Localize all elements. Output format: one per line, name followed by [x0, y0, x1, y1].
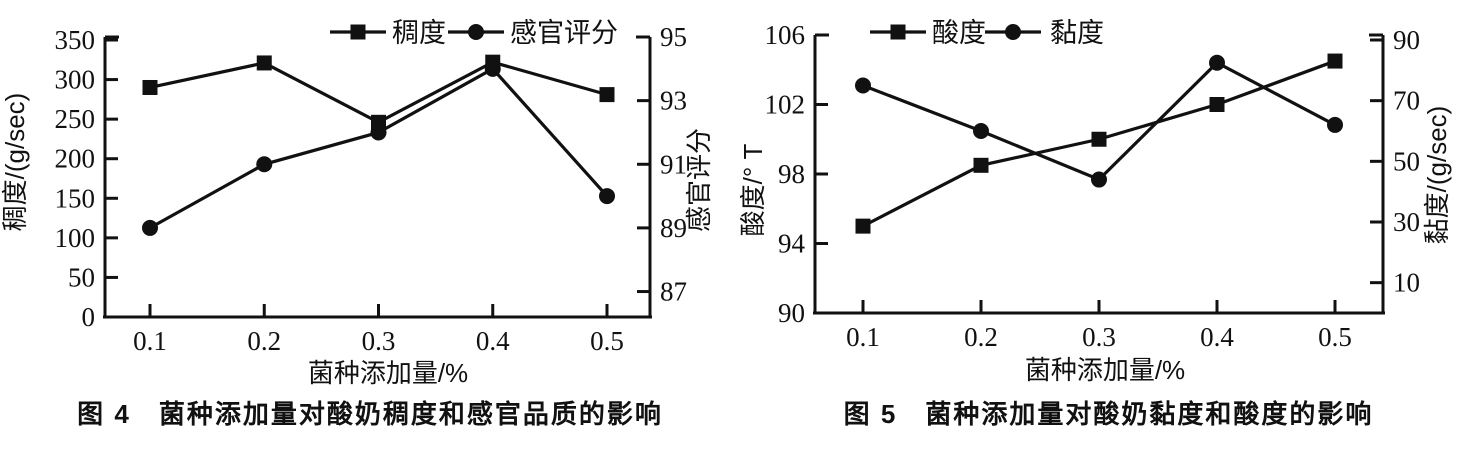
y-axis-left-tick-label: 300 [55, 65, 96, 95]
x-axis-tick-label: 0.2 [964, 322, 998, 352]
y-axis-left-tick-label: 350 [55, 25, 96, 55]
series-0-line [149, 60, 608, 125]
series-1-line [862, 60, 1336, 182]
y-axis-left-tick-label: 0 [82, 302, 96, 332]
x-axis-tick-label: 0.1 [133, 326, 167, 356]
series-1-marker [855, 77, 871, 94]
y-axis-right-tick-label: 50 [1393, 146, 1420, 176]
x-axis-title: 菌种添加量/% [308, 358, 468, 388]
series-1-marker [1091, 171, 1107, 188]
x-axis-tick-label: 0.5 [1318, 322, 1352, 352]
x-axis-tick-label: 0.4 [476, 326, 510, 356]
series-1-marker [599, 188, 615, 205]
legend-label: 稠度 [392, 18, 446, 48]
legend-label: 黏度 [1050, 18, 1104, 48]
figures-row: 0 50 100 150 200 250 300 350 87 89 91 93 95 0.1 0.2 0.3… [0, 0, 1477, 431]
y-axis-right-tick-label: 89 [660, 213, 687, 243]
y-axis-left-tick-label: 200 [55, 144, 96, 174]
x-axis-tick-label: 0.3 [1082, 322, 1116, 352]
series-1-marker [370, 124, 387, 141]
y-axis-right-title: 感官评分 [684, 128, 714, 232]
series-0-marker [1091, 131, 1107, 147]
y-axis-left-tick-label: 102 [765, 90, 806, 120]
y-axis-left-tick-label: 50 [68, 262, 95, 292]
series-1-line [149, 66, 609, 230]
y-axis-left-tick-label: 98 [778, 159, 805, 189]
y-axis-right-tick-label: 87 [660, 277, 687, 307]
y-axis-left-tick-label: 90 [778, 298, 805, 328]
series-0-marker [1327, 53, 1343, 69]
figure-5: 90 94 98 102 106 10 30 50 70 90 0.1 0.2 0.3 0.4 0.5 菌种添… [740, 0, 1477, 431]
figure5-line-chart: 90 94 98 102 106 10 30 50 70 90 0.1 0.2 0.3 0.4 0.5 菌种添… [740, 18, 1452, 385]
series-0-marker [142, 79, 158, 95]
y-axis-right-title: 黏度/(g/sec) [1422, 106, 1452, 245]
y-axis-left-tick-label: 100 [55, 223, 96, 253]
y-axis-left-tick-label: 94 [778, 229, 806, 259]
y-axis-right-tick-label: 30 [1393, 207, 1420, 237]
y-axis-right-tick-label: 93 [660, 86, 687, 116]
series-0-marker [599, 87, 615, 103]
series-1-marker [1209, 54, 1225, 71]
legend-circle-marker [468, 24, 484, 40]
y-axis-right-tick-label: 90 [1393, 25, 1420, 55]
series-0-marker [973, 157, 989, 173]
series-1-marker [142, 219, 158, 236]
series-0-marker [855, 218, 871, 234]
figure4-line-chart: 0 50 100 150 200 250 300 350 87 89 91 93 95 0.1 0.2 0.3… [0, 18, 714, 388]
legend-square-marker [890, 24, 906, 40]
x-axis-tick-label: 0.5 [590, 326, 624, 356]
y-axis-right-tick-label: 70 [1393, 86, 1420, 116]
legend-label: 感官评分 [510, 18, 618, 48]
y-axis-left-tick-label: 150 [55, 183, 96, 213]
x-axis-tick-label: 0.1 [846, 322, 880, 352]
legend-circle-marker [1005, 24, 1021, 40]
y-axis-right-tick-label: 91 [660, 149, 687, 179]
series-1-marker [973, 123, 989, 139]
y-axis-right-tick-label: 95 [660, 22, 687, 52]
figure5-caption: 图 5 菌种添加量对酸奶黏度和酸度的影响 [843, 399, 1374, 429]
figure-4: 0 50 100 150 200 250 300 350 87 89 91 93 95 0.1 0.2 0.3… [0, 0, 740, 431]
x-axis-title: 菌种添加量/% [1025, 355, 1185, 385]
y-axis-left-tick-label: 250 [55, 104, 96, 134]
series-1-marker [256, 156, 273, 173]
y-axis-right-tick-label: 10 [1393, 268, 1420, 298]
y-axis-left-title: 酸度/° T [740, 144, 768, 237]
x-axis-tick-label: 0.2 [247, 326, 281, 356]
x-axis-tick-label: 0.4 [1200, 322, 1234, 352]
legend-label: 酸度 [932, 18, 986, 48]
figure4-caption: 图 4 菌种添加量对酸奶稠度和感官品质的影响 [77, 399, 663, 429]
legend-square-marker [350, 24, 366, 40]
series-1-marker [1327, 116, 1343, 133]
y-axis-left-title: 稠度/(g/sec) [0, 93, 30, 232]
x-axis-tick-label: 0.3 [362, 326, 396, 356]
y-axis-left-tick-label: 106 [765, 20, 806, 50]
series-0-marker [1209, 97, 1225, 112]
series-1-marker [484, 60, 501, 77]
series-0-marker [256, 55, 272, 71]
